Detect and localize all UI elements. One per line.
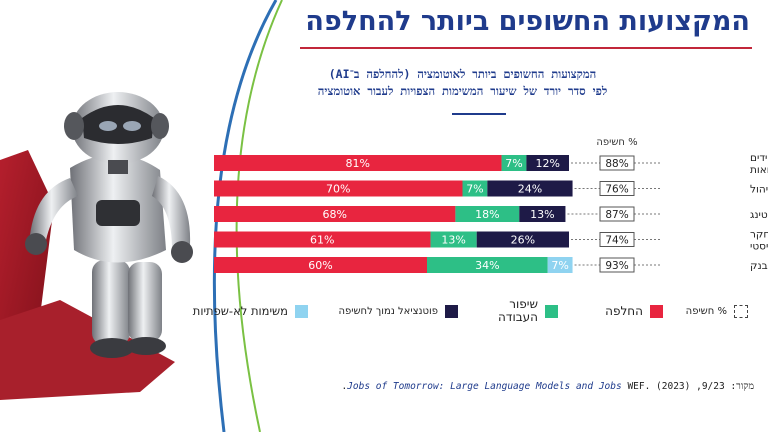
category-label-row-3: טלמרקטינג — [750, 209, 768, 221]
source-note: מקור: 9/23, Jobs of Tomorrow: Large Lang… — [298, 381, 754, 392]
source-date: 9/23 — [702, 381, 725, 392]
stacked-bar-chart: % חשיפה 81% 7% 12% 88% קופאים, פקידיםומאשרי ה… — [0, 0, 768, 300]
legend-label: החלפה — [605, 305, 643, 318]
bar-value-label: 7% — [551, 259, 568, 272]
category-label-row-4: סטטיסטי — [750, 241, 768, 253]
legend-swatch — [295, 305, 308, 318]
bar-value-label: 81% — [346, 157, 370, 170]
category-label-row-2: יועצי ניהול — [750, 184, 768, 196]
category-label-row-4: עוזר מחקר — [750, 229, 768, 241]
bar-value-label: 7% — [505, 157, 522, 170]
bar-value-label: 24% — [518, 183, 542, 196]
legend-label: משימות לא-שפתיות — [193, 305, 288, 318]
legend-label: % חשיפה — [686, 305, 727, 318]
legend-item-4: פוטנציאל נמוך לחשיפה — [308, 295, 458, 327]
legend-item-1: % חשיפה — [658, 295, 748, 327]
legend-item-2: החלפה — [568, 295, 663, 327]
category-label-row-1: ומאשרי הלוואות — [750, 164, 768, 176]
source-prefix: מקור: — [730, 381, 754, 392]
legend-swatch — [734, 305, 748, 318]
bar-value-label: 7% — [466, 183, 483, 196]
legend-label: שיפור העבודה — [498, 298, 538, 324]
bar-value-label: 70% — [326, 183, 350, 196]
category-label-row-5: טלר בבנק — [750, 260, 768, 272]
bar-value-label: 13% — [441, 234, 465, 247]
bar-value-label: 13% — [530, 208, 554, 221]
exposure-value: 76% — [605, 184, 628, 196]
exposure-value: 93% — [605, 260, 628, 272]
legend-swatch — [445, 305, 458, 318]
exposure-value: 74% — [605, 235, 628, 247]
bar-value-label: 12% — [535, 157, 559, 170]
exposure-value: 87% — [605, 209, 628, 221]
bar-value-label: 61% — [310, 234, 334, 247]
bar-value-label: 68% — [322, 208, 346, 221]
bar-value-label: 60% — [308, 259, 332, 272]
category-label-row-1: קופאים, פקידים — [750, 152, 768, 164]
legend-item-5: משימות לא-שפתיות — [158, 295, 308, 327]
legend-label: פוטנציאל נמוך לחשיפה — [338, 305, 438, 318]
bar-value-label: 18% — [475, 208, 499, 221]
exposure-header: % חשיפה — [596, 137, 637, 148]
bar-value-label: 34% — [475, 259, 499, 272]
exposure-value: 88% — [605, 158, 628, 170]
legend-swatch — [650, 305, 663, 318]
bar-value-label: 26% — [511, 234, 535, 247]
legend-swatch — [545, 305, 558, 318]
source-title: Jobs of Tomorrow: Large Language Models … — [347, 381, 622, 392]
legend-item-3: שיפור העבודה — [468, 295, 558, 327]
